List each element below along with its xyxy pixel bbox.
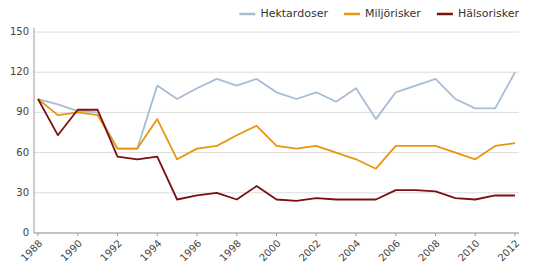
x-tick-label: 2008 — [416, 238, 442, 264]
legend-item: Hektardoser — [239, 7, 328, 20]
x-tick-label: 1988 — [19, 238, 45, 264]
x-tick — [236, 233, 237, 236]
legend-label: Miljörisker — [365, 7, 421, 20]
series-line — [38, 99, 515, 169]
grid-line — [34, 72, 519, 73]
series-line — [38, 99, 515, 201]
x-tick-label: 2012 — [496, 238, 522, 264]
grid-line — [34, 152, 519, 153]
x-tick — [435, 233, 436, 236]
legend-swatch — [239, 13, 255, 16]
x-tick-label: 1998 — [217, 238, 243, 264]
y-tick-label: 0 — [23, 227, 29, 238]
x-tick-label: 2000 — [257, 238, 283, 264]
legend-swatch — [437, 13, 453, 16]
x-tick — [356, 233, 357, 236]
x-tick — [316, 233, 317, 236]
y-tick-label: 120 — [10, 66, 29, 77]
plot-area — [38, 72, 515, 201]
grid-line — [34, 192, 519, 193]
x-tick — [196, 233, 197, 236]
y-tick-label: 150 — [10, 26, 29, 37]
x-tick — [157, 233, 158, 236]
y-axis-line — [34, 28, 35, 233]
axes: 0 30 60 90 120 150 1988 1990 1992 1994 1996 1998 200… — [10, 26, 522, 263]
x-tick-label: 1996 — [178, 238, 204, 264]
x-tick-label: 1992 — [98, 238, 124, 264]
x-tick-label: 1994 — [138, 238, 164, 264]
legend-label: Hälsorisker — [458, 7, 520, 20]
legend-swatch — [344, 13, 360, 16]
grid-line — [34, 112, 519, 113]
y-tick-label: 90 — [16, 106, 29, 117]
legend-item: Hälsorisker — [437, 7, 520, 20]
x-tick — [77, 233, 78, 236]
x-tick — [395, 233, 396, 236]
x-tick — [276, 233, 277, 236]
x-tick-label: 1990 — [58, 238, 84, 264]
x-tick — [515, 233, 516, 236]
legend-item: Miljörisker — [344, 7, 421, 20]
chart: 0 30 60 90 120 150 1988 1990 1992 1994 1996 1998 200… — [0, 0, 533, 273]
x-tick-label: 2010 — [456, 238, 482, 264]
x-tick — [475, 233, 476, 236]
x-tick — [117, 233, 118, 236]
x-tick-label: 2002 — [297, 238, 323, 264]
legend-label: Hektardoser — [260, 7, 328, 20]
y-tick-label: 30 — [16, 187, 29, 198]
grid-line — [34, 32, 519, 33]
legend: Hektardoser Miljörisker Hälsorisker — [239, 7, 519, 20]
x-tick-label: 2004 — [337, 238, 363, 264]
x-tick — [37, 233, 38, 236]
x-tick-label: 2006 — [376, 238, 402, 264]
y-tick-label: 60 — [16, 147, 29, 158]
